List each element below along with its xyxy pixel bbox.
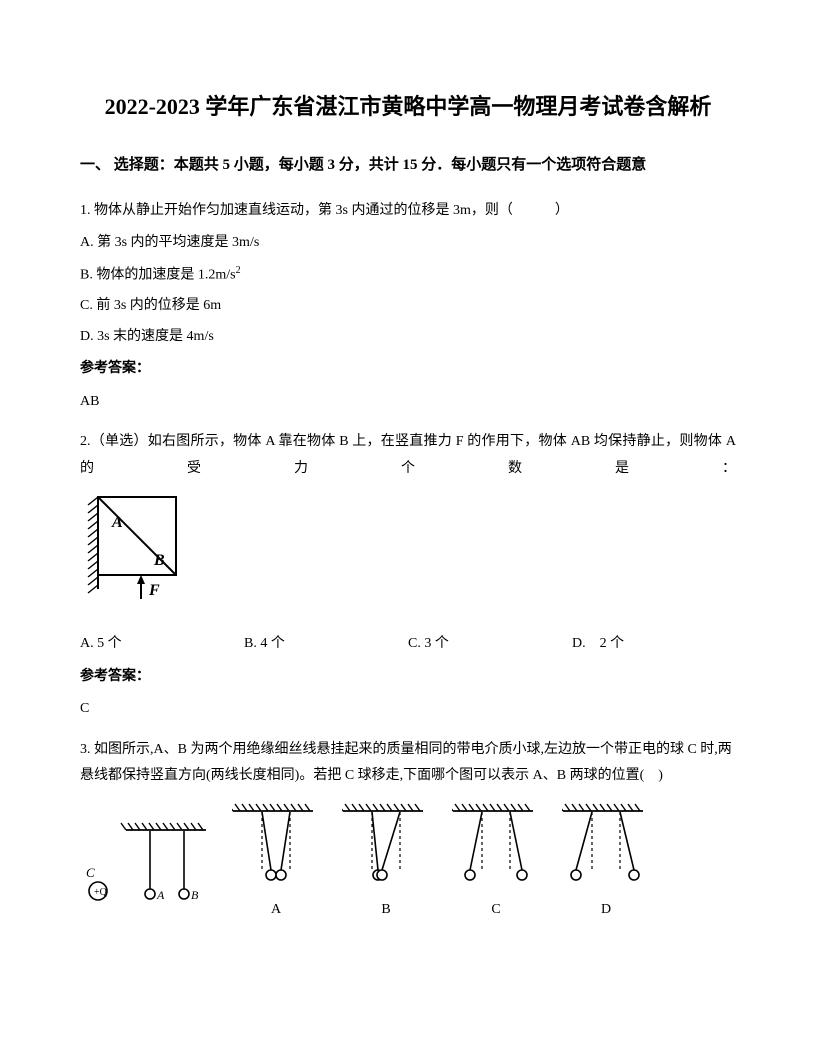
page-title: 2022-2023 学年广东省湛江市黄略中学高一物理月考试卷含解析 — [80, 90, 736, 123]
q2-option-a: A. 5 个 — [80, 631, 244, 658]
question-1: 1. 物体从静止开始作匀加速直线运动，第 3s 内通过的位移是 3m，则（ ） … — [80, 198, 736, 416]
q3-option-a-diagram: A — [232, 802, 320, 923]
q2-option-c: C. 3 个 — [408, 631, 572, 658]
q1-option-a: A. 第 3s 内的平均速度是 3m/s — [80, 230, 736, 257]
q3-a-label: A — [232, 897, 320, 924]
question-3: 3. 如图所示,A、B 为两个用绝缘细丝线悬挂起来的质量相同的带电介质小球,左边… — [80, 737, 736, 923]
svg-text:A: A — [156, 888, 165, 902]
q2-answer-label: 参考答案： — [80, 664, 736, 691]
svg-text:A: A — [111, 514, 123, 531]
q3-c-svg — [452, 802, 540, 884]
q3-option-d-diagram: D — [562, 802, 650, 923]
q3-d-svg — [562, 802, 650, 884]
q3-c-label: C — [452, 897, 540, 924]
question-2: 2.（单选）如右图所示，物体 A 靠在物体 B 上，在竖直推力 F 的作用下，物… — [80, 429, 736, 723]
q1-answer: AB — [80, 389, 736, 416]
q3-option-c-diagram: C — [452, 802, 540, 923]
svg-text:B: B — [191, 888, 199, 902]
q1-option-d: D. 3s 末的速度是 4m/s — [80, 324, 736, 351]
q2-option-b: B. 4 个 — [244, 631, 408, 658]
q1-stem: 1. 物体从静止开始作匀加速直线运动，第 3s 内通过的位移是 3m，则（ ） — [80, 198, 736, 225]
q3-diagram-row: AB+QC A B C D — [80, 802, 736, 923]
q1-b-sup: 2 — [236, 265, 241, 276]
q3-a-svg — [232, 802, 320, 884]
q3-option-b-diagram: B — [342, 802, 430, 923]
q1-b-text: B. 物体的加速度是 1.2m/s — [80, 267, 236, 282]
q2-stem: 2.（单选）如右图所示，物体 A 靠在物体 B 上，在竖直推力 F 的作用下，物… — [80, 429, 736, 482]
q3-ref-diagram: A B +Q C — [80, 821, 210, 924]
q1-answer-label: 参考答案： — [80, 356, 736, 383]
q3-stem: 3. 如图所示,A、B 为两个用绝缘细丝线悬挂起来的质量相同的带电介质小球,左边… — [80, 737, 736, 790]
svg-text:B: B — [153, 552, 165, 569]
q3-b-svg — [342, 802, 430, 884]
q3-d-label: D — [562, 897, 650, 924]
q3-ref-svg: A B +Q C — [80, 821, 210, 913]
q2-diagram: A BF — [80, 491, 736, 622]
q1-option-c: C. 前 3s 内的位移是 6m — [80, 293, 736, 320]
q2-answer: C — [80, 696, 736, 723]
q2-option-d: D. 2 个 — [572, 631, 736, 658]
svg-text:F: F — [148, 582, 160, 599]
q3-b-label: B — [342, 897, 430, 924]
svg-text:+Q: +Q — [94, 887, 108, 898]
q2-options: A. 5 个 B. 4 个 C. 3 个 D. 2 个 — [80, 631, 736, 658]
section-header: 一、 选择题：本题共 5 小题，每小题 3 分，共计 15 分．每小题只有一个选… — [80, 151, 736, 180]
q2-svg: A BF — [80, 491, 190, 611]
q1-option-b: B. 物体的加速度是 1.2m/s2 — [80, 261, 736, 289]
svg-text:C: C — [86, 865, 95, 880]
